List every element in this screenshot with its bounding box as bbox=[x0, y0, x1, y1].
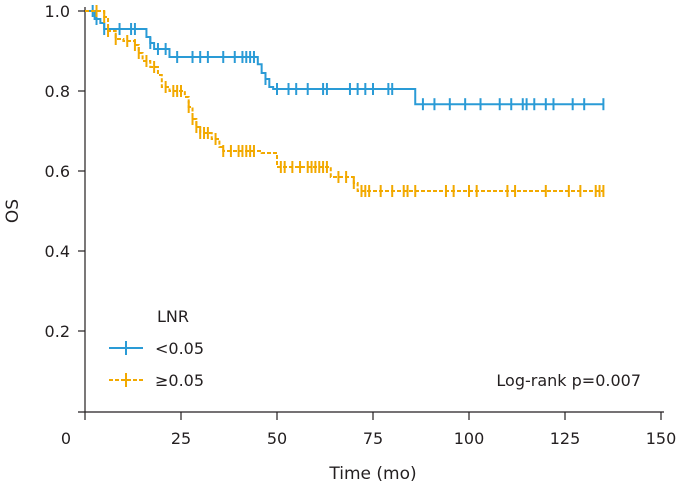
y-tick-label: 0.6 bbox=[45, 162, 70, 181]
x-tick-label: 125 bbox=[550, 429, 581, 448]
x-tick-label: 25 bbox=[171, 429, 191, 448]
legend-swatch-series-1 bbox=[109, 341, 143, 355]
y-tick-marks bbox=[78, 10, 85, 332]
legend-label-series-1: <0.05 bbox=[155, 339, 204, 358]
x-axis-title: Time (mo) bbox=[328, 464, 416, 484]
x-tick-marks bbox=[84, 412, 662, 420]
log-rank-annotation: Log-rank p=0.007 bbox=[496, 371, 641, 390]
x-tick-label: 75 bbox=[363, 429, 383, 448]
series-2-line bbox=[85, 10, 604, 192]
legend: LNR <0.05 ≥0.05 bbox=[109, 307, 204, 390]
legend-swatch-series-2 bbox=[109, 373, 143, 387]
series-2-group bbox=[85, 5, 605, 197]
series-1-group bbox=[85, 5, 605, 111]
series-1-line bbox=[85, 10, 604, 106]
y-axis-title: OS bbox=[3, 199, 23, 223]
y-tick-label: 0.4 bbox=[45, 242, 70, 261]
y-tick-label: 0.2 bbox=[45, 322, 70, 341]
x-tick-label: 150 bbox=[646, 429, 677, 448]
series-layer bbox=[85, 5, 605, 197]
x-tick-label: 100 bbox=[454, 429, 485, 448]
y-tick-label: 1.0 bbox=[45, 2, 70, 21]
x-tick-label: 0 bbox=[61, 429, 71, 448]
legend-title: LNR bbox=[157, 307, 189, 326]
legend-label-series-2: ≥0.05 bbox=[155, 371, 204, 390]
y-tick-label: 0.8 bbox=[45, 82, 70, 101]
x-tick-label: 50 bbox=[267, 429, 287, 448]
